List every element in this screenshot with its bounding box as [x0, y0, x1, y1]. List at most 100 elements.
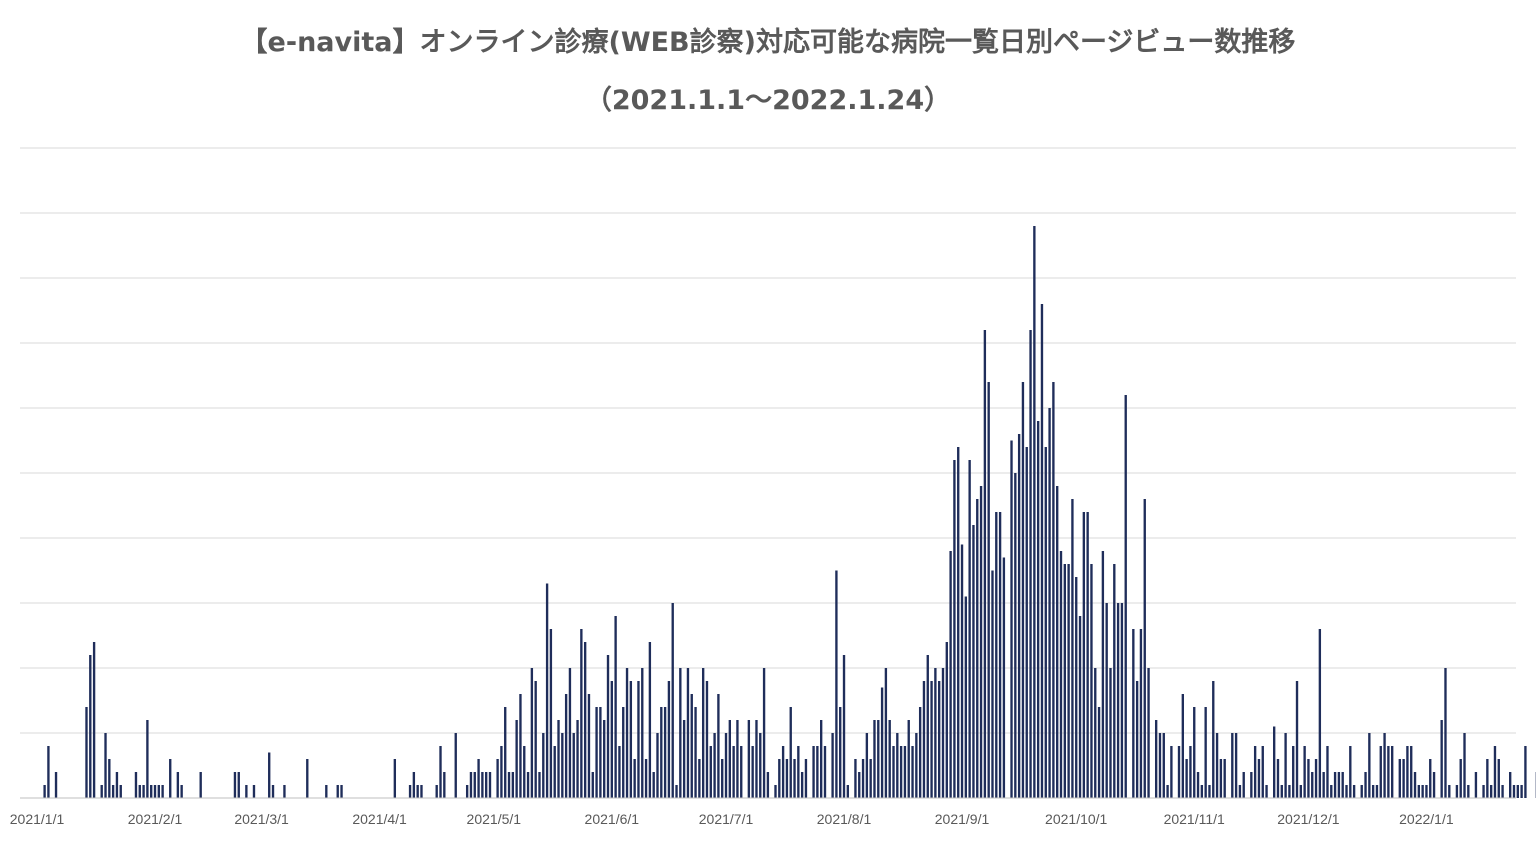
bar: [519, 694, 522, 798]
bar: [1010, 440, 1013, 798]
bar: [1524, 746, 1527, 798]
bar: [1444, 668, 1447, 798]
bar: [1467, 785, 1470, 798]
x-tick-label: 2021/9/1: [935, 811, 990, 827]
x-tick-label: 2021/7/1: [699, 811, 754, 827]
bar: [1143, 499, 1146, 798]
bar: [705, 681, 709, 798]
x-tick-label: 2021/4/1: [352, 811, 407, 827]
bar: [766, 772, 770, 798]
bar: [549, 629, 553, 798]
bar: [721, 759, 724, 798]
bar: [1413, 772, 1417, 798]
bar: [732, 746, 735, 798]
bar: [1177, 746, 1181, 798]
bar: [778, 759, 781, 798]
bar: [92, 642, 96, 798]
bar: [747, 720, 751, 798]
bar: [717, 694, 720, 798]
bar: [169, 759, 172, 798]
bar: [1036, 421, 1040, 798]
bar: [511, 772, 515, 798]
bar: [146, 720, 149, 798]
bar: [583, 642, 587, 798]
bar: [1421, 785, 1424, 798]
bar: [873, 720, 876, 798]
bar: [1489, 785, 1493, 798]
bar: [1512, 785, 1516, 798]
bar: [1204, 707, 1207, 798]
bar: [930, 681, 933, 798]
bar: [968, 460, 971, 798]
bar: [1318, 629, 1322, 798]
bar: [176, 772, 180, 798]
bar: [724, 733, 728, 798]
bar: [1189, 746, 1192, 798]
bar: [1071, 499, 1074, 798]
bar: [1257, 759, 1261, 798]
bar: [485, 772, 488, 798]
bar: [1333, 772, 1337, 798]
bar: [762, 668, 766, 798]
bar: [1090, 564, 1093, 798]
bars: [43, 226, 1536, 798]
bar: [1371, 785, 1375, 798]
bar: [138, 785, 141, 798]
bar: [987, 382, 990, 798]
bar: [1307, 759, 1310, 798]
bar: [926, 655, 929, 798]
bar: [991, 570, 994, 798]
bar: [656, 733, 659, 798]
x-tick-label: 2021/1/1: [10, 811, 65, 827]
bar: [1368, 733, 1371, 798]
bar: [1154, 720, 1158, 798]
bar: [964, 596, 968, 798]
bar: [1017, 434, 1021, 798]
bar: [435, 785, 438, 798]
bar: [823, 746, 827, 798]
bar: [1116, 603, 1120, 798]
bar: [1486, 759, 1489, 798]
bar: [648, 642, 652, 798]
bar: [1341, 772, 1344, 798]
chart-subtitle: （2021.1.1〜2022.1.24）: [584, 85, 952, 116]
bar: [880, 687, 884, 798]
bar: [781, 746, 785, 798]
bar: [835, 570, 838, 798]
bar: [694, 707, 697, 798]
bar: [576, 720, 579, 798]
bar: [1273, 726, 1276, 798]
bar: [1033, 226, 1036, 798]
bar: [1463, 733, 1466, 798]
bar: [336, 785, 339, 798]
bar: [907, 720, 910, 798]
bar: [800, 772, 804, 798]
x-tick-label: 2021/11/1: [1164, 811, 1225, 827]
bar: [820, 720, 823, 798]
bar: [1455, 785, 1459, 798]
bar: [690, 694, 693, 798]
bar: [1113, 564, 1116, 798]
bar: [534, 681, 537, 798]
bar: [1493, 746, 1497, 798]
bar: [1295, 681, 1299, 798]
bar: [542, 733, 545, 798]
bar: [1048, 408, 1051, 798]
bar: [1402, 759, 1405, 798]
bar: [340, 785, 343, 798]
bar: [1265, 785, 1268, 798]
bar: [667, 681, 671, 798]
bar: [1105, 603, 1108, 798]
bar: [789, 707, 792, 798]
bar: [1482, 785, 1485, 798]
bar: [915, 733, 918, 798]
bar: [454, 733, 457, 798]
bar: [108, 759, 111, 798]
bar: [595, 707, 598, 798]
bar: [1391, 746, 1394, 798]
bar: [393, 759, 397, 798]
bar: [972, 525, 975, 798]
bar: [641, 668, 644, 798]
bar: [686, 668, 690, 798]
